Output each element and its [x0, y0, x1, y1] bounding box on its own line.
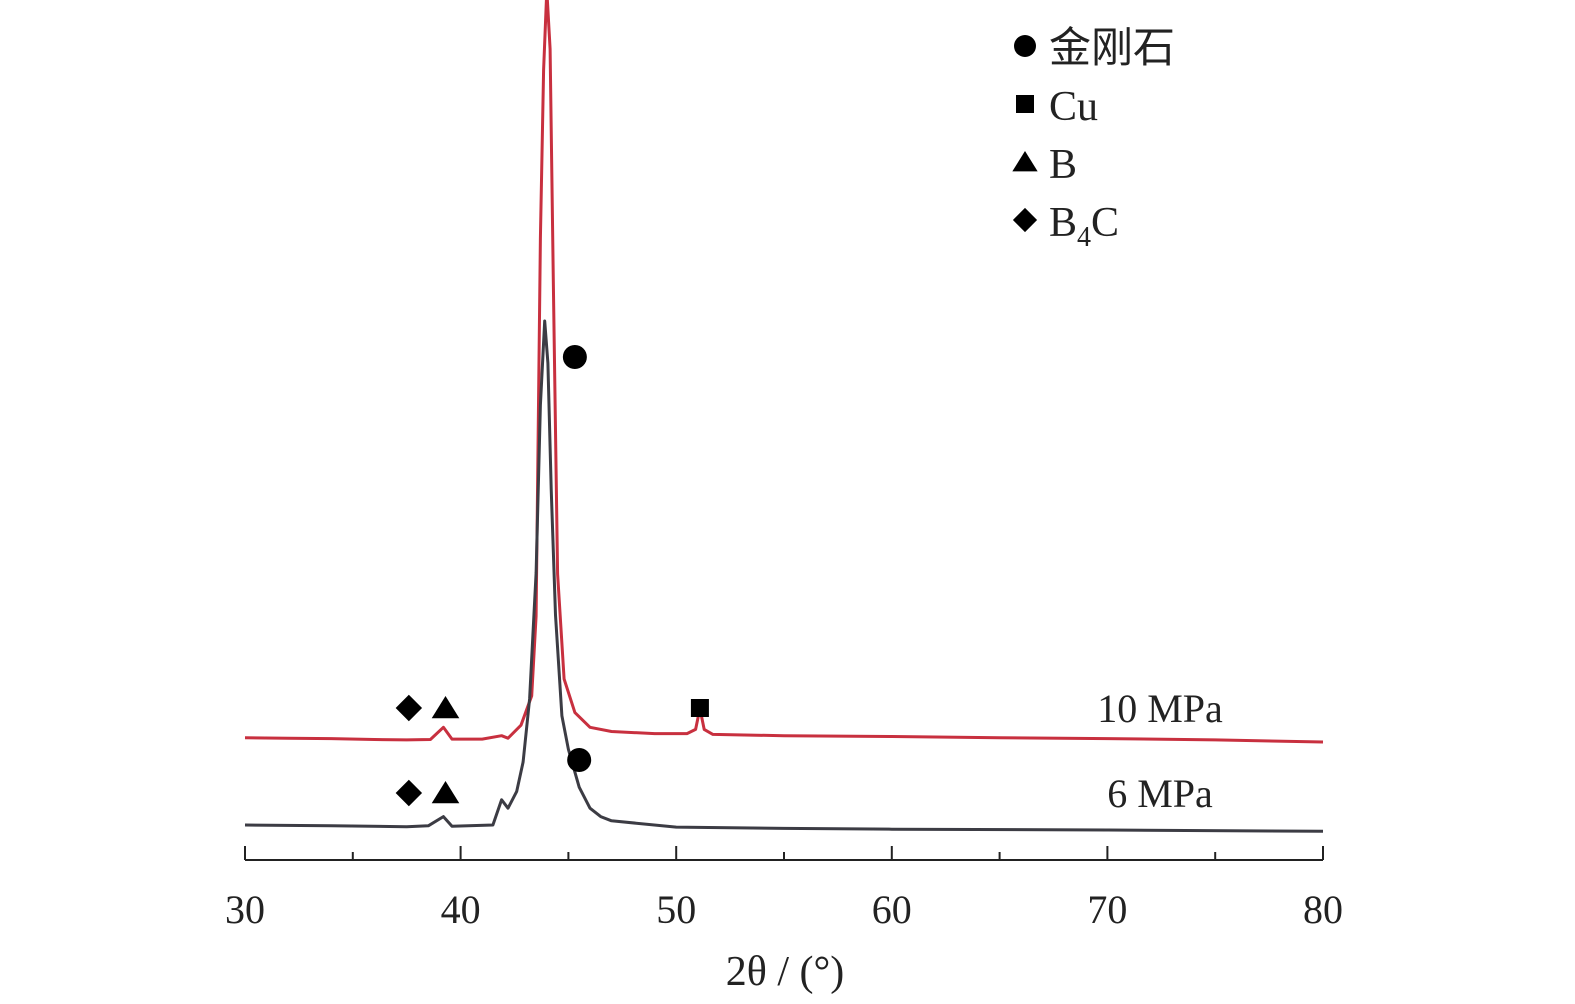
- series-label: 10 MPa: [1097, 686, 1223, 731]
- x-tick-label: 30: [225, 887, 265, 932]
- series-labels: 10 MPa 6 MPa: [1097, 686, 1223, 816]
- series-line-6-mpa: [244, 319, 1324, 833]
- circle-legend-icon: [1014, 35, 1036, 57]
- x-tick-label: 80: [1303, 887, 1343, 932]
- series-label: 6 MPa: [1107, 771, 1213, 816]
- x-axis: 30 40 50 60 70 80: [225, 846, 1343, 932]
- square-legend-icon: [1016, 95, 1034, 113]
- triangle-peak-marker: [431, 781, 460, 804]
- series-line-10-mpa: [244, 0, 1324, 744]
- circle-peak-marker: [567, 748, 592, 772]
- legend-label: B4C: [1049, 200, 1119, 253]
- circle-peak-marker: [562, 345, 587, 369]
- legend-label: B: [1049, 142, 1077, 188]
- x-tick-label: 40: [441, 887, 481, 932]
- diamond-legend-icon: [1012, 207, 1038, 233]
- x-axis-title: 2θ / (°): [726, 949, 845, 995]
- diamond-peak-marker: [395, 694, 423, 722]
- triangle-legend-icon: [1012, 151, 1038, 172]
- series-lines: [244, 0, 1324, 833]
- legend: 金刚石 Cu B B4C: [1012, 25, 1175, 253]
- legend-label: Cu: [1049, 84, 1098, 130]
- x-tick-label: 70: [1087, 887, 1127, 932]
- peak-markers: [395, 345, 709, 807]
- x-tick-label: 60: [872, 887, 912, 932]
- diamond-peak-marker: [395, 779, 423, 807]
- legend-label: 金刚石: [1049, 25, 1175, 72]
- square-peak-marker: [690, 699, 709, 717]
- x-tick-label: 50: [656, 887, 696, 932]
- triangle-peak-marker: [431, 696, 460, 719]
